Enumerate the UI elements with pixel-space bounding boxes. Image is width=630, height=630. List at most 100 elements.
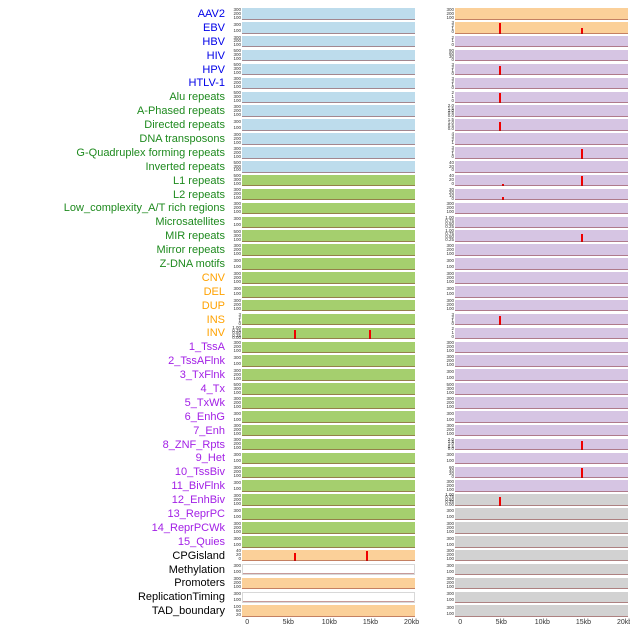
axis-tick-label: 100 xyxy=(446,513,454,519)
axis-tick-label: 20 xyxy=(448,189,454,195)
axis-tick-label: 60 xyxy=(448,464,454,470)
right-panel xyxy=(455,382,628,396)
track-row: L2 repeats 300 200 100 30 20 10 0 xyxy=(0,187,630,202)
left-signal-panel xyxy=(242,536,415,548)
axis-tick-label: 200 xyxy=(233,149,241,155)
right-panel xyxy=(455,243,628,257)
row-label: 2_TssAFlnk xyxy=(168,355,225,368)
axis-tick-label: 2.0 xyxy=(447,436,454,442)
axis-tick-label: 2 xyxy=(451,137,454,143)
track-row: 15_Quies 300 100 300 100 xyxy=(0,535,630,549)
left-signal-panel xyxy=(242,22,415,34)
left-panel xyxy=(242,438,415,452)
right-panel xyxy=(455,285,628,299)
axis-tick-label: 60 xyxy=(235,608,241,613)
x-axis-tick-label: 15kb xyxy=(362,619,379,626)
left-panel xyxy=(242,410,415,424)
axis-tick-label: 200 xyxy=(233,302,241,308)
axis-tick-label: 3 xyxy=(451,311,454,317)
right-axis-ticks: 300 200 100 xyxy=(415,243,455,257)
left-panel xyxy=(242,35,415,49)
track-row: 14_ReprPCWk 300 200 100 300 200 100 xyxy=(0,521,630,535)
axis-tick-label: 1 xyxy=(451,317,454,323)
right-panel xyxy=(455,174,628,188)
track-row: 6_EnhG 300 100 300 100 xyxy=(0,410,630,424)
axis-tick-label: 300 xyxy=(446,298,454,304)
left-panel xyxy=(242,76,415,90)
track-row: 8_ZNF_Rpts 300 200 100 2.0 1.5 1.0 0.5 0.0 xyxy=(0,436,630,452)
axis-tick-label: 200 xyxy=(446,399,454,405)
axis-tick-label: 300 xyxy=(233,354,241,360)
axis-tick-label: 60 xyxy=(448,50,454,56)
left-signal-panel xyxy=(242,202,415,215)
axis-tick-label: 1.00 xyxy=(445,214,454,220)
left-signal-panel xyxy=(242,313,415,326)
right-panel xyxy=(455,146,628,160)
left-axis-ticks: 300 100 xyxy=(230,354,242,368)
left-panel xyxy=(242,549,415,563)
left-axis-ticks: 300 200 100 xyxy=(230,146,242,160)
right-signal-panel xyxy=(455,522,628,534)
right-axis-ticks: 300 100 xyxy=(415,285,455,299)
row-label: Alu repeats xyxy=(169,91,225,104)
axis-tick-label: 300 xyxy=(446,410,454,416)
axis-tick-label: 300 xyxy=(233,480,241,485)
axis-tick-label: 1.0 xyxy=(447,120,454,126)
track-row: G-Quadruplex forming repeats 300 200 100 3… xyxy=(0,145,630,160)
left-panel xyxy=(242,382,415,396)
left-signal-panel xyxy=(242,563,415,576)
track-row: Methylation 300 100 300 100 xyxy=(0,563,630,577)
axis-tick-label: 100 xyxy=(446,291,454,297)
left-axis-ticks: 300 200 100 xyxy=(230,438,242,452)
left-panel xyxy=(242,452,415,466)
axis-tick-label: 100 xyxy=(233,584,241,590)
right-signal-panel xyxy=(455,216,628,229)
axis-tick-label: 0.75 xyxy=(445,231,454,237)
right-panel xyxy=(455,549,628,563)
left-signal-panel xyxy=(242,299,415,312)
left-axis-ticks: 300 100 xyxy=(230,257,242,271)
right-panel xyxy=(455,563,628,577)
axis-tick-label: 40 xyxy=(235,548,241,554)
axis-tick-label: 2 xyxy=(238,314,241,320)
axis-tick-label: 1.5 xyxy=(447,438,454,444)
axis-tick-label: 1.5 xyxy=(447,117,454,123)
right-signal-panel xyxy=(455,230,628,242)
axis-tick-label: 100 xyxy=(446,348,454,354)
left-panel xyxy=(242,7,415,21)
left-panel xyxy=(242,521,415,535)
signal-peak xyxy=(293,329,296,340)
left-panel xyxy=(242,493,415,507)
left-signal-panel xyxy=(242,105,415,117)
track-row: TAD_boundary 100 60 20 300 100 xyxy=(0,604,630,618)
axis-tick-label: 200 xyxy=(233,38,241,44)
track-row: DUP 300 200 100 300 200 100 xyxy=(0,299,630,313)
axis-tick-label: 200 xyxy=(446,246,454,252)
right-panel xyxy=(455,479,628,493)
left-axis-ticks: 300 200 100 xyxy=(230,424,242,438)
axis-tick-label: 200 xyxy=(446,344,454,350)
left-panel xyxy=(242,535,415,549)
left-axis-ticks: 40 20 0 xyxy=(230,549,242,563)
left-axis-ticks: 300 200 100 xyxy=(230,465,242,479)
axis-tick-label: 0.25 xyxy=(445,223,454,229)
right-panel xyxy=(455,493,628,507)
right-panel xyxy=(455,229,628,243)
axis-tick-label: 0 xyxy=(451,181,454,187)
axis-tick-label: 1 xyxy=(451,94,454,100)
axis-tick-label: 3 xyxy=(451,61,454,67)
track-row: 11_BivFlnk 300 100 300 200 100 xyxy=(0,479,630,493)
axis-tick-label: 300 xyxy=(446,576,454,582)
right-signal-panel xyxy=(455,563,628,576)
right-signal-panel xyxy=(455,549,628,562)
axis-tick-label: 2 xyxy=(451,23,454,29)
right-signal-panel xyxy=(455,466,628,479)
axis-tick-label: 300 xyxy=(233,257,241,263)
left-signal-panel xyxy=(242,258,415,270)
right-panel xyxy=(455,396,628,410)
axis-tick-label: 300 xyxy=(233,34,241,40)
right-panel xyxy=(455,452,628,466)
